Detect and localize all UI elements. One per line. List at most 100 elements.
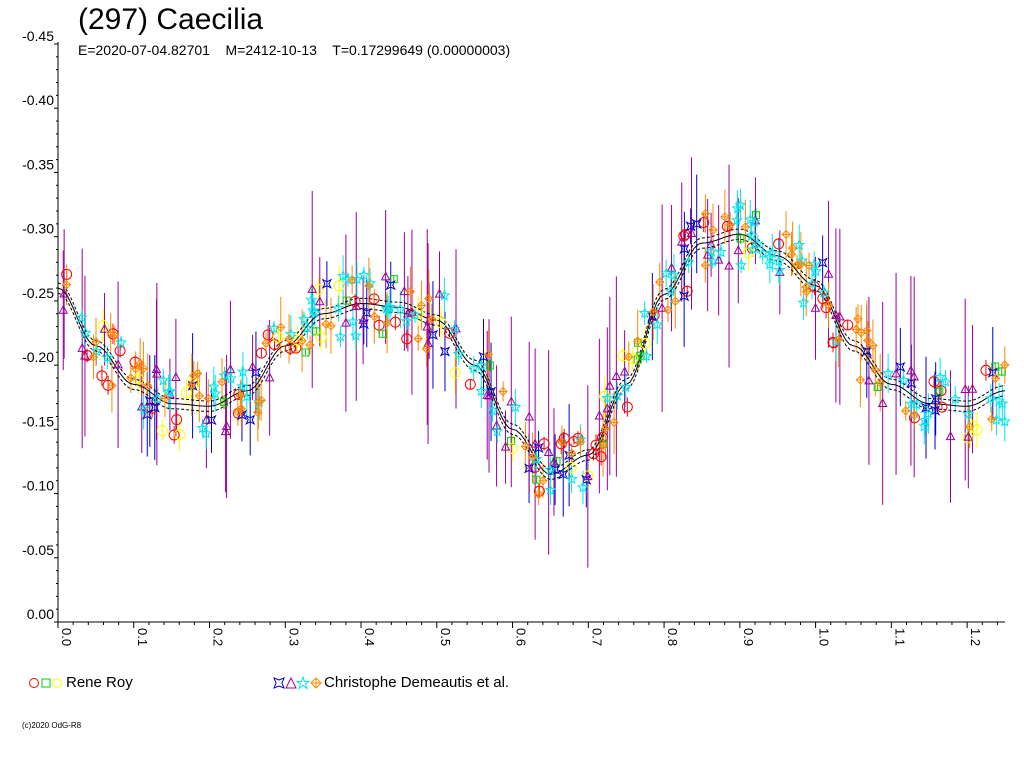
data-point — [297, 336, 307, 346]
data-point — [691, 218, 702, 229]
data-point — [268, 339, 280, 351]
data-point — [90, 344, 103, 357]
data-point — [427, 314, 437, 324]
data-point — [897, 373, 910, 386]
data-point — [114, 336, 128, 348]
data-point — [364, 281, 374, 291]
legend-markers-demeautis — [273, 676, 322, 690]
data-point — [144, 395, 155, 407]
data-point — [633, 355, 642, 364]
y-tick-label: -0.30 — [22, 221, 54, 237]
data-point — [378, 329, 387, 338]
data-point — [740, 222, 751, 232]
x-tick-label: 0.1 — [135, 628, 150, 646]
data-point — [58, 304, 69, 314]
data-point — [990, 373, 1001, 383]
data-point — [549, 456, 559, 466]
data-point — [217, 377, 227, 387]
data-point — [909, 371, 920, 381]
data-point — [290, 342, 302, 354]
data-point — [676, 236, 687, 246]
data-point — [207, 380, 220, 392]
fit-curve-lower — [57, 238, 1006, 480]
data-point — [485, 361, 494, 370]
data-point — [853, 314, 863, 324]
data-point — [611, 370, 622, 381]
data-point — [906, 365, 916, 375]
data-point — [448, 322, 461, 335]
data-point — [245, 414, 256, 425]
data-point — [746, 243, 760, 255]
data-point — [225, 364, 236, 374]
data-point — [413, 333, 423, 344]
data-point — [99, 323, 110, 333]
data-point — [817, 286, 830, 298]
y-tick-label: -0.45 — [22, 28, 54, 44]
x-tick-label: 0.9 — [741, 628, 756, 646]
data-point — [900, 406, 911, 416]
data-point — [984, 392, 997, 404]
data-point — [928, 376, 940, 388]
data-point — [107, 380, 117, 391]
data-point — [633, 336, 643, 346]
data-point — [157, 374, 170, 386]
data-point — [196, 421, 209, 434]
data-point — [382, 318, 392, 328]
data-point — [877, 397, 888, 407]
data-point — [305, 293, 318, 305]
data-point — [498, 386, 508, 397]
x-tick-label: 0.0 — [59, 628, 74, 646]
data-point — [91, 337, 101, 347]
data-point — [679, 229, 691, 241]
data-point — [543, 446, 554, 456]
data-point — [358, 314, 368, 324]
data-point — [864, 375, 874, 385]
data-point — [820, 302, 832, 314]
data-point — [895, 361, 906, 373]
data-point — [221, 420, 232, 430]
data-point — [380, 271, 391, 281]
data-point — [705, 245, 718, 257]
data-point — [484, 390, 494, 400]
data-point — [347, 275, 357, 285]
data-point — [203, 393, 214, 404]
data-point — [581, 474, 592, 485]
data-point — [996, 397, 1009, 409]
y-tick-label: -0.20 — [22, 349, 54, 365]
data-point — [253, 397, 264, 408]
data-point — [341, 317, 351, 327]
data-point — [666, 262, 677, 272]
data-point — [113, 359, 123, 369]
data-point — [960, 383, 971, 394]
data-point — [557, 437, 567, 447]
data-point — [619, 380, 632, 393]
data-point — [439, 346, 451, 357]
data-point — [313, 283, 325, 295]
data-point — [773, 263, 786, 276]
data-point — [810, 302, 821, 312]
data-point — [823, 300, 834, 310]
data-points — [58, 198, 1011, 499]
legend-label-rene-roy: Rene Roy — [66, 674, 133, 691]
data-point — [756, 247, 769, 259]
data-point — [180, 387, 192, 399]
data-point — [700, 260, 711, 270]
data-point — [486, 404, 499, 416]
data-point — [520, 441, 531, 452]
data-point — [171, 371, 181, 382]
data-point — [255, 347, 267, 359]
x-tick-label: 1.1 — [892, 628, 907, 646]
data-point — [349, 329, 362, 341]
data-point — [686, 227, 697, 237]
data-point — [236, 409, 248, 421]
data-point — [964, 422, 975, 432]
data-point — [385, 279, 396, 291]
data-point — [875, 377, 885, 388]
data-point — [681, 285, 693, 297]
data-point — [987, 414, 997, 424]
data-point — [218, 369, 231, 381]
data-point — [891, 368, 901, 378]
data-point — [467, 361, 480, 374]
data-point — [934, 370, 947, 383]
data-point — [909, 410, 920, 420]
